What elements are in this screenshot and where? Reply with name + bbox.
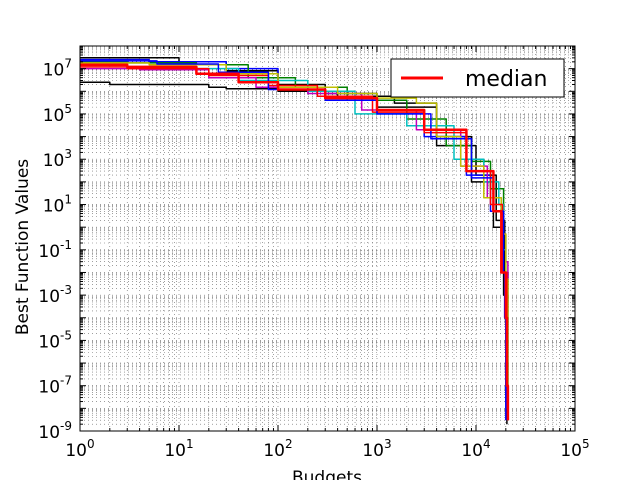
y-tick-label: 105 (43, 102, 72, 126)
y-tick-label: 10-7 (38, 374, 72, 398)
plot-frame (79, 45, 576, 432)
tick-labels: 100 101 102 103 104 105 107 105 103 101 10-1 10-3 10… (38, 57, 589, 461)
y-axis-label: Best Function Values (13, 159, 33, 335)
x-axis-label: Budgets (292, 468, 362, 480)
series-run-line (80, 66, 508, 409)
series-run-line (80, 57, 508, 425)
y-tick-label: 10-1 (38, 238, 72, 262)
x-tick-label: 100 (65, 437, 94, 461)
y-tick-label: 107 (43, 57, 72, 81)
x-tick-label: 101 (164, 437, 193, 461)
y-tick-label: 10-9 (38, 419, 72, 443)
legend-box (390, 58, 565, 98)
y-tick-label: 10-3 (38, 283, 72, 307)
series-layer (80, 57, 510, 425)
x-tick-label: 105 (560, 437, 589, 461)
legend-label-median: median (465, 67, 547, 92)
axis-ticks (79, 46, 575, 432)
y-tick-label: 10-5 (38, 328, 72, 352)
x-tick-label: 102 (263, 437, 292, 461)
x-tick-label: 103 (362, 437, 391, 461)
y-tick-label: 103 (43, 147, 72, 171)
legend: median (390, 58, 565, 98)
x-tick-label: 104 (461, 437, 490, 461)
series-median-line (80, 63, 510, 421)
y-tick-label: 101 (43, 193, 72, 217)
